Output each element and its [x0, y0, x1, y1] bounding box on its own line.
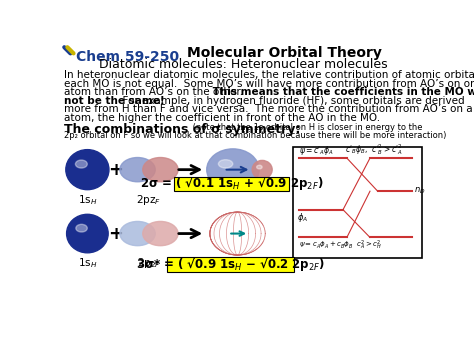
Ellipse shape [143, 222, 178, 246]
Text: 1s$_H$: 1s$_H$ [78, 256, 97, 270]
Ellipse shape [252, 160, 272, 179]
Ellipse shape [76, 224, 87, 232]
Text: not be the same!: not be the same! [64, 96, 165, 106]
Text: each MO is not equal.  Some MO’s will have more contribution from AO’s on one: each MO is not equal. Some MO’s will hav… [64, 79, 474, 89]
Ellipse shape [256, 165, 262, 169]
Text: $n_D$: $n_D$ [414, 186, 426, 196]
Text: For example, in hydrogen fluoride (HF), some orbitals are derived: For example, in hydrogen fluoride (HF), … [64, 96, 465, 106]
Text: The combinations of σ symmetry:: The combinations of σ symmetry: [64, 123, 301, 136]
Ellipse shape [120, 222, 155, 246]
Text: $\psi=c_A\phi_A+c_B\phi_B$  $c^2_A>c^2_H$: $\psi=c_A\phi_A+c_B\phi_B$ $c^2_A>c^2_H$ [299, 239, 382, 252]
Ellipse shape [66, 214, 108, 253]
Text: 2p₂ orbital on F so we will look at that combination because there will be more : 2p₂ orbital on F so we will look at that… [64, 131, 447, 140]
Text: This MO is more F-like: This MO is more F-like [295, 148, 403, 158]
Text: Chem 59-250: Chem 59-250 [76, 50, 179, 64]
Text: Diatomic molecules: Heteronuclear molecules: Diatomic molecules: Heteronuclear molecu… [99, 58, 387, 71]
FancyBboxPatch shape [167, 257, 294, 272]
Text: In heteronuclear diatomic molecules, the relative contribution of atomic orbital: In heteronuclear diatomic molecules, the… [64, 70, 474, 80]
Ellipse shape [120, 158, 155, 182]
Text: more from H than F and vice versa.  The more the contribution from AO’s on a giv: more from H than F and vice versa. The m… [64, 104, 474, 114]
Text: 3σ* = ( √0.9 1s$_H$ − √0.2 2p$_{2F}$): 3σ* = ( √0.9 1s$_H$ − √0.2 2p$_{2F}$) [136, 256, 325, 273]
Text: This means that the coefficients in the MO will: This means that the coefficients in the … [64, 87, 474, 97]
FancyBboxPatch shape [173, 176, 289, 191]
Ellipse shape [75, 160, 87, 168]
Text: $c'_B\phi_B$,  $c'^2_B > c'^2_A$: $c'_B\phi_B$, $c'^2_B > c'^2_A$ [346, 142, 403, 157]
Text: 1s$_H$: 1s$_H$ [78, 193, 97, 207]
Text: Molecular Orbital Theory: Molecular Orbital Theory [188, 47, 383, 60]
Ellipse shape [219, 160, 233, 168]
Text: (note that the 1s orbital on H is closer in energy to the: (note that the 1s orbital on H is closer… [190, 123, 422, 132]
Text: −: − [64, 225, 80, 242]
Text: 2σ = ( √0.1 1s$_H$ + √0.9 2p$_{2F}$): 2σ = ( √0.1 1s$_H$ + √0.9 2p$_{2F}$) [140, 175, 323, 192]
Text: +: + [109, 225, 123, 242]
FancyBboxPatch shape [293, 147, 422, 258]
Ellipse shape [207, 149, 259, 190]
Text: 2pz$_F$: 2pz$_F$ [137, 193, 162, 207]
Text: atom, the higher the coefficient in front of the AO in the MO.: atom, the higher the coefficient in fron… [64, 113, 381, 123]
Ellipse shape [143, 158, 178, 182]
Text: $\phi_A$: $\phi_A$ [297, 211, 308, 224]
Text: $\psi=c'_A\phi_A$: $\psi=c'_A\phi_A$ [299, 143, 334, 157]
Text: This MO is more H-like: This MO is more H-like [295, 243, 404, 253]
Ellipse shape [66, 149, 109, 190]
Text: atom than from AO’s on the other.: atom than from AO’s on the other. [64, 87, 250, 97]
Text: +: + [109, 161, 123, 179]
Text: 2p$_{2F}$: 2p$_{2F}$ [137, 256, 161, 270]
